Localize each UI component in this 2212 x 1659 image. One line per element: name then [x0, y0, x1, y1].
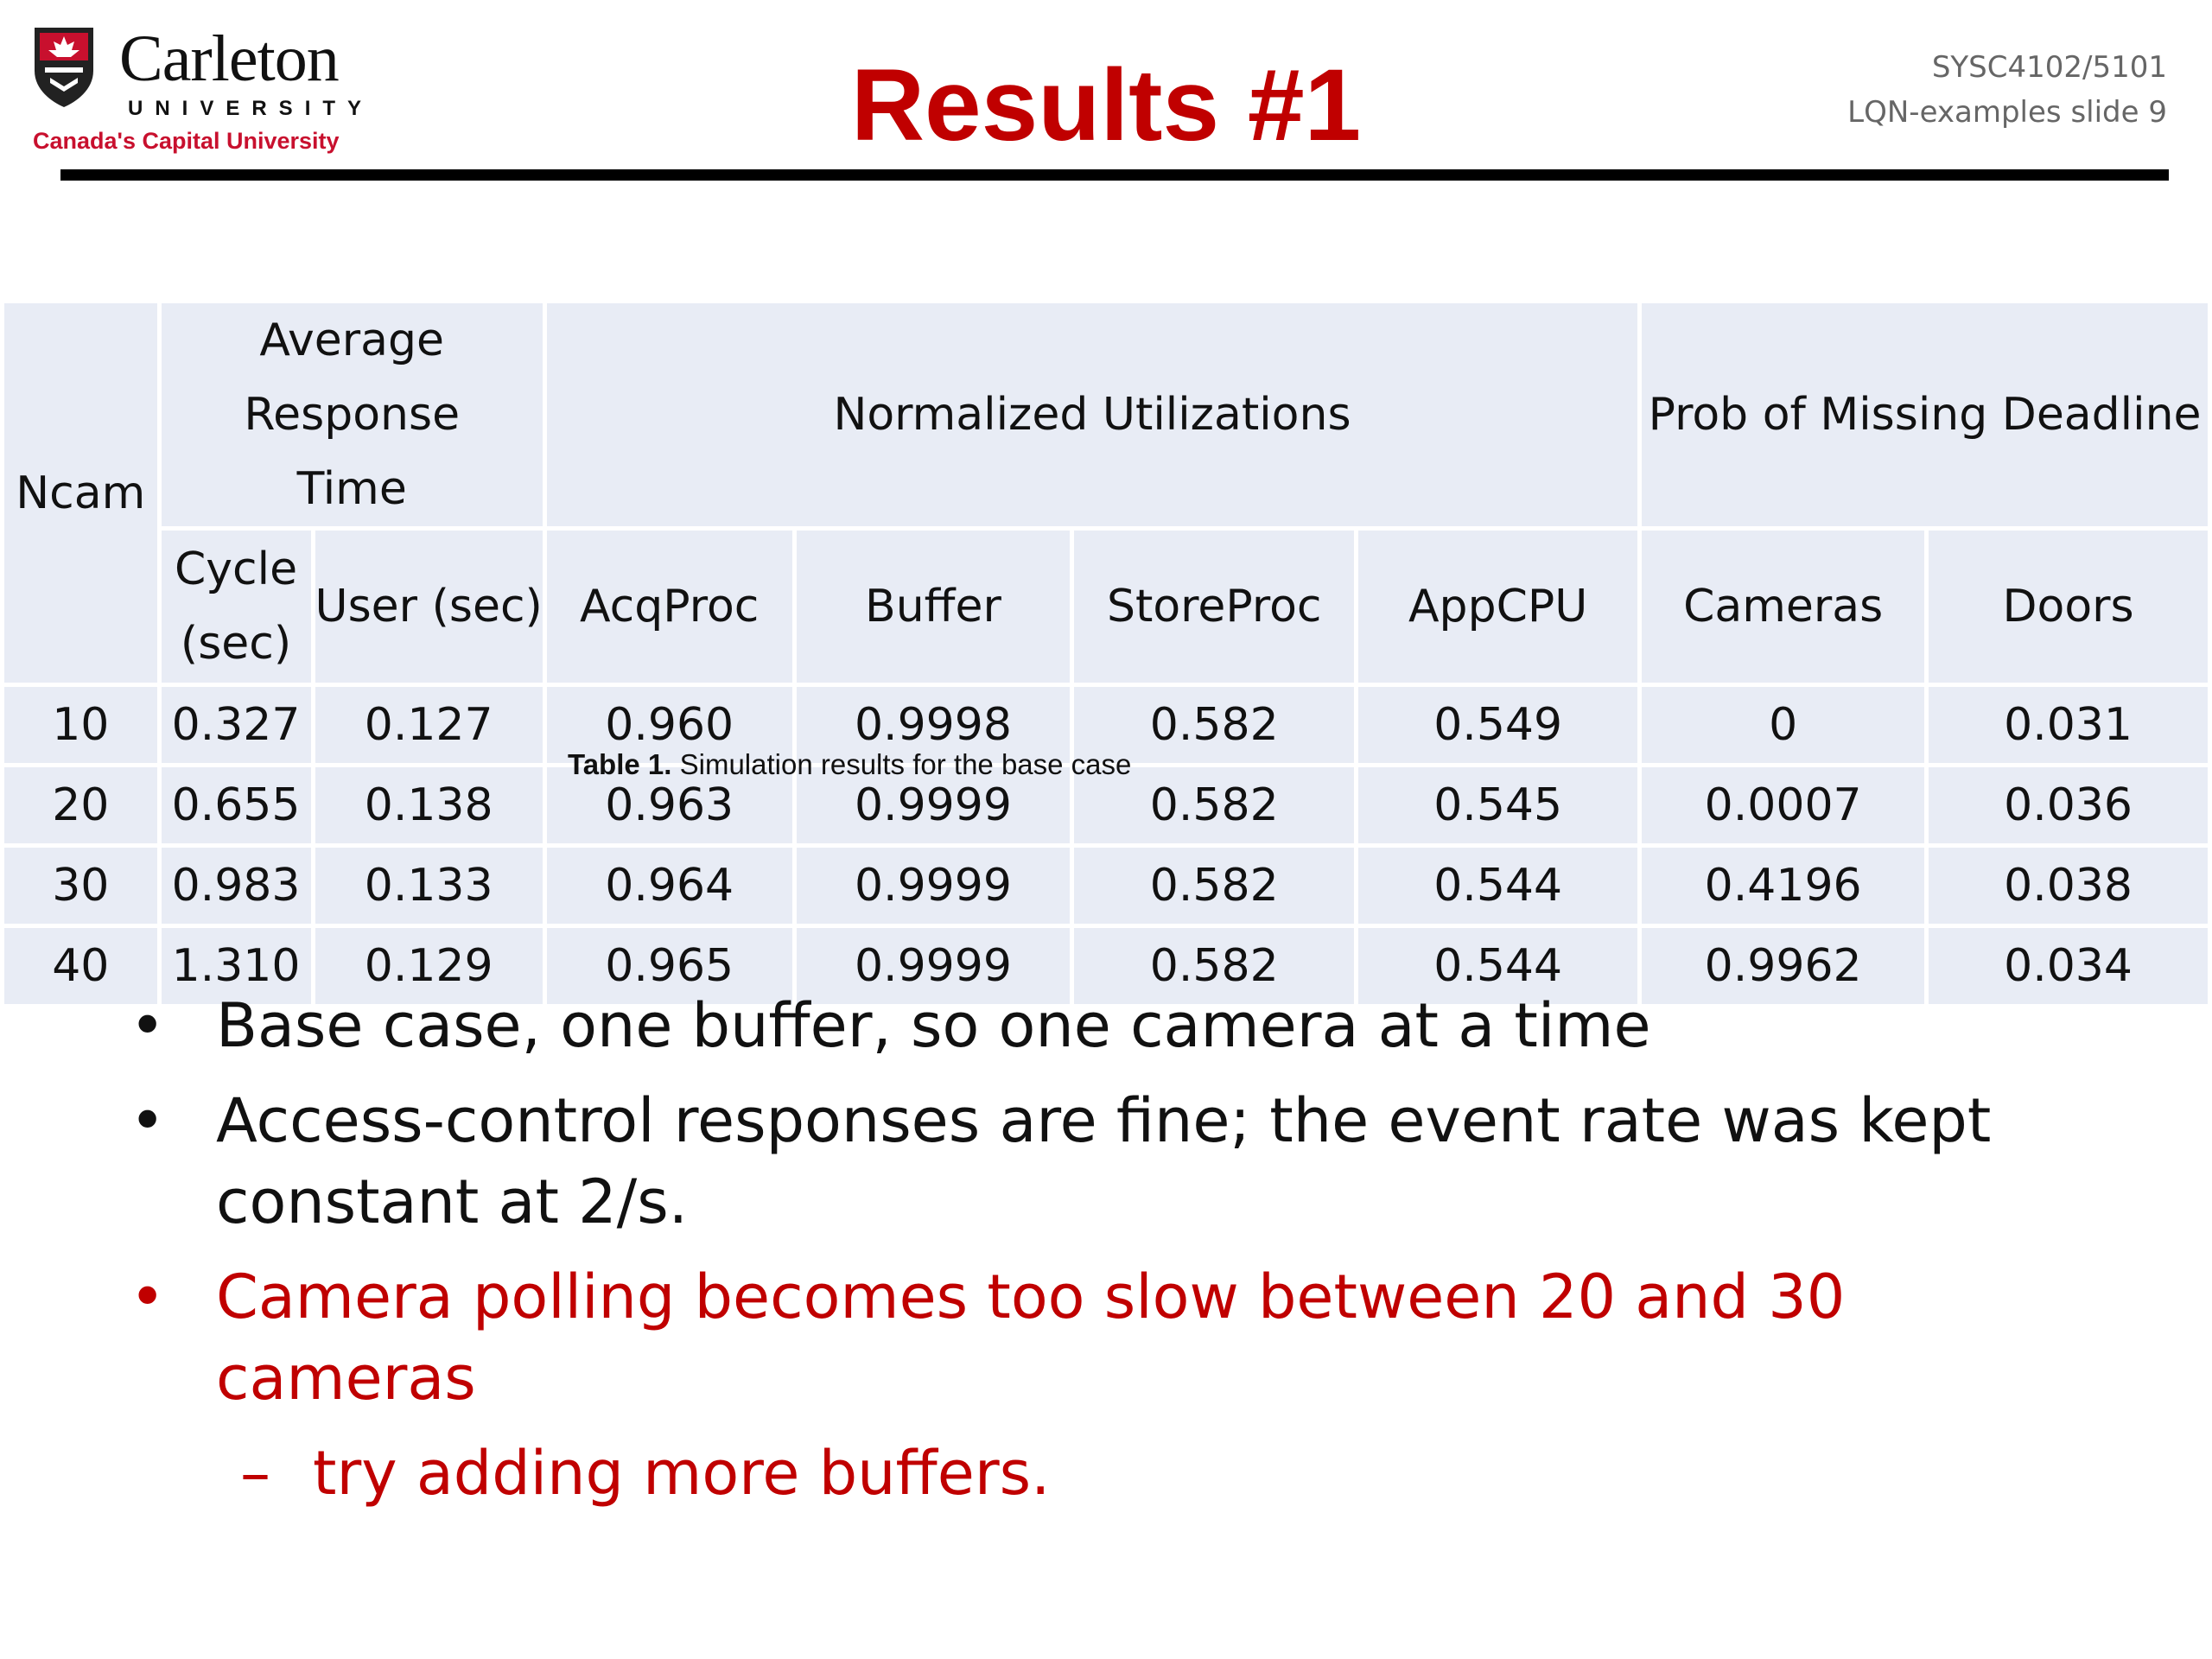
cell-buffer: 0.9999: [791, 924, 1075, 1008]
cell-storeproc: 0.582: [1070, 763, 1359, 848]
bullet-list: • Base case, one buffer, so one camera a…: [130, 985, 2117, 1514]
table-row: 40 1.310 0.129 0.965 0.9999 0.582 0.544 …: [0, 924, 2212, 1008]
table-caption: Table 1. Simulation results for the base…: [568, 748, 1131, 781]
header-appcpu: AppCPU: [1354, 526, 1643, 687]
cell-user: 0.127: [310, 683, 547, 767]
cell-appcpu: 0.549: [1354, 683, 1643, 767]
cell-ncam: 30: [0, 843, 162, 928]
cell-acqproc: 0.960: [542, 683, 797, 767]
course-info: SYSC4102/5101 LQN-examples slide 9: [1847, 45, 2167, 135]
sub-bullet-dash: –: [240, 1438, 270, 1509]
table-row: 10 0.327 0.127 0.960 0.9998 0.582 0.549 …: [0, 683, 2212, 767]
cell-storeproc: 0.582: [1070, 683, 1359, 767]
cell-ncam: 20: [0, 763, 162, 848]
bullet-dot: •: [130, 1262, 166, 1332]
logo-tagline: Canada's Capital University: [33, 128, 340, 154]
cell-user: 0.129: [310, 924, 547, 1008]
cell-cycle: 0.983: [156, 843, 315, 928]
cell-storeproc: 0.582: [1070, 924, 1359, 1008]
cell-user: 0.133: [310, 843, 547, 928]
cell-user: 0.138: [310, 763, 547, 848]
header-doors: Doors: [1924, 526, 2212, 687]
header-storeproc: StoreProc: [1070, 526, 1359, 687]
sub-bullet-text: try adding more buffers.: [313, 1438, 1051, 1509]
cell-acqproc: 0.963: [542, 763, 797, 848]
sub-bullet-item: – try adding more buffers.: [130, 1433, 2117, 1514]
bullet-text: Camera polling becomes too slow between …: [216, 1262, 1846, 1414]
results-table: Ncam Average Response Time Normalized Ut…: [0, 299, 2212, 1008]
cell-buffer: 0.9999: [791, 763, 1075, 848]
slide-reference: LQN-examples slide 9: [1847, 95, 2167, 130]
header-avg-response-time: Average Response Time: [156, 299, 547, 531]
bullet-item-highlight: • Camera polling becomes too slow betwee…: [130, 1256, 2117, 1419]
cell-doors: 0.034: [1924, 924, 2212, 1008]
cell-cycle: 0.655: [156, 763, 315, 848]
course-code: SYSC4102/5101: [1931, 50, 2167, 85]
cell-buffer: 0.9998: [791, 683, 1075, 767]
cell-acqproc: 0.965: [542, 924, 797, 1008]
cell-ncam: 10: [0, 683, 162, 767]
header-prob-missing-deadline: Prob of Missing Deadline: [1637, 299, 2212, 531]
cell-cycle: 1.310: [156, 924, 315, 1008]
header-normalized-utilizations: Normalized Utilizations: [542, 299, 1643, 531]
cell-acqproc: 0.964: [542, 843, 797, 928]
header-cameras: Cameras: [1637, 526, 1929, 687]
caption-text: Simulation results for the base case: [679, 748, 1132, 780]
cell-doors: 0.031: [1924, 683, 2212, 767]
header-acqproc: AcqProc: [542, 526, 797, 687]
header-user: User (sec): [310, 526, 547, 687]
cell-appcpu: 0.544: [1354, 843, 1643, 928]
caption-label: Table 1.: [568, 748, 672, 780]
slide-title: Results #1: [850, 48, 1362, 162]
cell-doors: 0.036: [1924, 763, 2212, 848]
bullet-dot: •: [130, 990, 166, 1061]
cell-buffer: 0.9999: [791, 843, 1075, 928]
header-ncam: Ncam: [0, 299, 162, 687]
logo-name: Carleton: [119, 22, 340, 95]
logo-university: UNIVERSITY: [128, 97, 374, 120]
header-buffer: Buffer: [791, 526, 1075, 687]
table-row: 30 0.983 0.133 0.964 0.9999 0.582 0.544 …: [0, 843, 2212, 928]
cell-cameras: 0: [1637, 683, 1929, 767]
bullet-item: • Access-control responses are fine; the…: [130, 1080, 2117, 1243]
cell-storeproc: 0.582: [1070, 843, 1359, 928]
shield-icon: [35, 28, 93, 107]
header-divider: [60, 169, 2169, 181]
cell-cycle: 0.327: [156, 683, 315, 767]
bullet-item: • Base case, one buffer, so one camera a…: [130, 985, 2117, 1066]
cell-ncam: 40: [0, 924, 162, 1008]
bullet-dot: •: [130, 1085, 166, 1156]
cell-appcpu: 0.544: [1354, 924, 1643, 1008]
table-row: 20 0.655 0.138 0.963 0.9999 0.582 0.545 …: [0, 763, 2212, 848]
bullet-text: Access-control responses are fine; the e…: [216, 1085, 1992, 1237]
carleton-logo: Carleton UNIVERSITY Canada's Capital Uni…: [33, 24, 378, 162]
cell-cameras: 0.4196: [1637, 843, 1929, 928]
bullet-text: Base case, one buffer, so one camera at …: [216, 990, 1651, 1061]
cell-doors: 0.038: [1924, 843, 2212, 928]
header-cycle: Cycle (sec): [156, 526, 315, 687]
cell-appcpu: 0.545: [1354, 763, 1643, 848]
cell-cameras: 0.0007: [1637, 763, 1929, 848]
cell-cameras: 0.9962: [1637, 924, 1929, 1008]
